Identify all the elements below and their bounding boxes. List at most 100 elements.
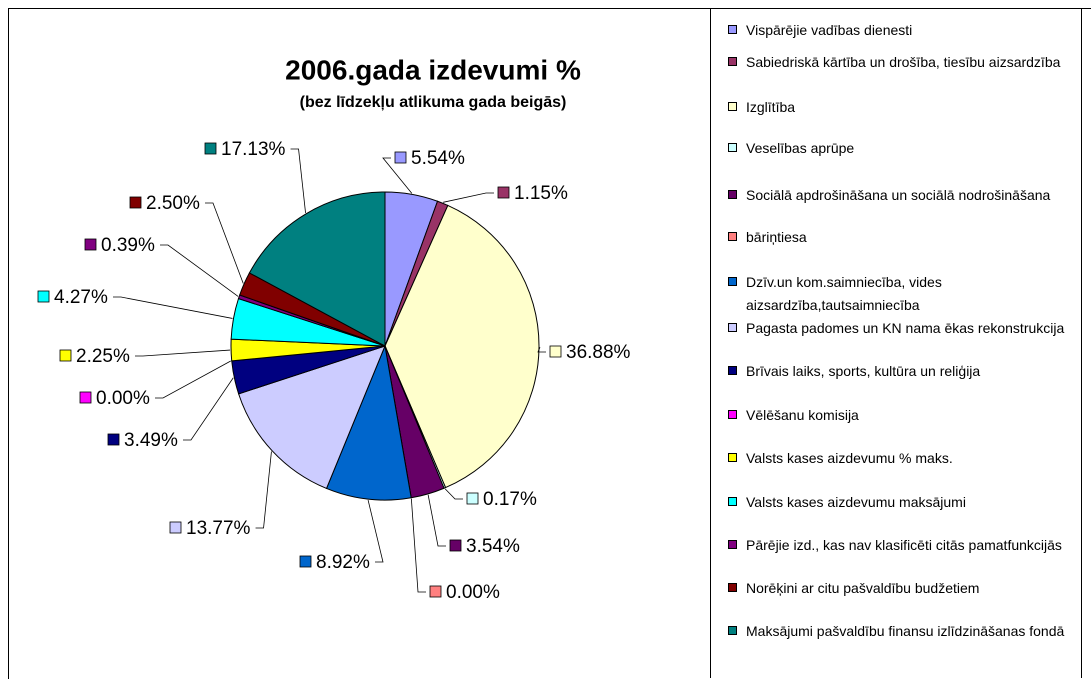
legend-swatch	[728, 626, 737, 635]
legend-label: Sabiedriskā kārtība un drošība, tiesību …	[746, 54, 1061, 70]
data-label: 2.25%	[76, 346, 130, 367]
chart-border	[8, 8, 1091, 679]
leader-line	[427, 494, 446, 547]
leader-line	[382, 157, 413, 194]
label-swatch	[394, 151, 407, 164]
legend-swatch	[728, 25, 737, 34]
leader-line	[255, 451, 272, 529]
data-label: 36.88%	[566, 342, 631, 363]
legend-entry: Vispārējie vadības dienesti	[728, 19, 1073, 42]
leader-line	[134, 349, 231, 357]
leader-line	[367, 499, 384, 563]
pie-slice	[237, 345, 386, 490]
legend-entry: bāriņtiesa	[728, 226, 1073, 249]
leader-line	[410, 498, 426, 593]
leader-line	[182, 377, 234, 441]
legend-label: Pagasta padomes un KN nama ēkas rekonstr…	[746, 320, 1065, 336]
leader-line	[204, 202, 244, 284]
legend-swatch	[728, 540, 737, 549]
leader-line	[290, 148, 306, 213]
chart-subtitle: (bez līdzekļu atlikuma gada beigās)	[300, 94, 567, 111]
legend-label: Veselības aprūpe	[746, 140, 855, 156]
legend-swatch	[728, 143, 737, 152]
legend-swatch	[728, 323, 737, 332]
legend-label: Vispārējie vadības dienesti	[746, 22, 913, 38]
legend-swatch	[728, 497, 737, 506]
legend-entry: Pārējie izd., kas nav klasificēti citās …	[728, 534, 1073, 557]
pie-slice	[384, 204, 540, 489]
pie-slice	[325, 344, 412, 501]
legend-entry: Valsts kases aizdevumu % maks.	[728, 447, 1073, 470]
label-swatch	[37, 290, 50, 303]
legend-entry: Maksājumi pašvaldību finansu izlīdzināša…	[728, 620, 1073, 643]
data-label: 1.15%	[514, 183, 568, 204]
label-swatch	[449, 539, 462, 552]
legend-entry: Norēķini ar citu pašvaldību budžetiem	[728, 577, 1073, 600]
legend-label: bāriņtiesa	[746, 229, 807, 245]
data-label: 4.27%	[54, 287, 108, 308]
data-label: 13.77%	[186, 518, 251, 539]
label-swatch	[497, 186, 510, 199]
label-swatch	[59, 349, 72, 362]
data-label: 3.49%	[124, 430, 178, 451]
label-swatch	[429, 585, 442, 598]
legend-label: Brīvais laiks, sports, kultūra un reliģi…	[746, 363, 981, 379]
legend-label: Vēlēšanu komisija	[746, 407, 859, 423]
legend-swatch	[728, 366, 737, 375]
legend-entry: Pagasta padomes un KN nama ēkas rekonstr…	[728, 317, 1073, 340]
data-label: 0.17%	[483, 489, 537, 510]
legend-label: Izglītība	[746, 99, 796, 115]
legend-swatch	[728, 277, 737, 286]
legend-entry: Vēlēšanu komisija	[728, 404, 1073, 427]
pie-slice	[248, 191, 386, 347]
legend-swatch	[728, 583, 737, 592]
legend-label: Norēķini ar citu pašvaldību budžetiem	[746, 580, 980, 596]
legend-entry: Veselības aprūpe	[728, 137, 1073, 160]
data-label: 3.54%	[466, 536, 520, 557]
legend-swatch	[728, 410, 737, 419]
label-swatch	[84, 238, 97, 251]
legend-entry: Dzīv.un kom.saimniecība, vides aizsardzī…	[728, 271, 1073, 317]
label-swatch	[204, 142, 217, 155]
label-swatch	[299, 555, 312, 568]
legend: Vispārējie vadības dienesti Sabiedriskā k…	[710, 8, 1082, 678]
chart-title: 2006.gada izdevumi %	[285, 54, 581, 85]
legend-label: Pārējie izd., kas nav klasificēti citās …	[746, 537, 1062, 553]
leader-line	[444, 488, 463, 500]
data-label: 0.39%	[101, 235, 155, 256]
data-label: 2.50%	[146, 193, 200, 214]
legend-swatch	[728, 232, 737, 241]
label-swatch	[129, 196, 142, 209]
legend-entry: Sociālā apdrošināšana un sociālā nodroši…	[728, 184, 1073, 207]
legend-entry: Valsts kases aizdevumu maksājumi	[728, 491, 1073, 514]
data-label: 0.00%	[446, 582, 500, 603]
label-swatch	[79, 391, 92, 404]
leader-line	[443, 192, 494, 203]
leader-line	[112, 296, 233, 319]
legend-label: Valsts kases aizdevumu % maks.	[746, 450, 953, 466]
data-label: 17.13%	[221, 139, 286, 160]
data-label: 5.54%	[411, 148, 465, 169]
legend-swatch	[728, 453, 737, 462]
legend-entry: Izglītība	[728, 96, 1073, 119]
leader-line	[154, 360, 231, 399]
legend-label: Sociālā apdrošināšana un sociālā nodroši…	[746, 187, 1051, 203]
label-swatch	[107, 433, 120, 446]
leader-line	[159, 244, 239, 297]
legend-swatch	[728, 57, 737, 66]
legend-label: Dzīv.un kom.saimniecība, vides aizsardzī…	[746, 274, 942, 313]
legend-entry: Sabiedriskā kārtība un drošība, tiesību …	[728, 51, 1073, 74]
legend-entry: Brīvais laiks, sports, kultūra un reliģi…	[728, 360, 1073, 383]
label-swatch	[169, 521, 182, 534]
legend-swatch	[728, 102, 737, 111]
label-swatch	[549, 345, 562, 358]
legend-label: Valsts kases aizdevumu maksājumi	[746, 494, 966, 510]
data-label: 8.92%	[316, 552, 370, 573]
leader-line	[537, 347, 546, 353]
label-swatch	[466, 492, 479, 505]
legend-swatch	[728, 190, 737, 199]
legend-label: Maksājumi pašvaldību finansu izlīdzināša…	[746, 623, 1065, 639]
data-label: 0.00%	[96, 388, 150, 409]
